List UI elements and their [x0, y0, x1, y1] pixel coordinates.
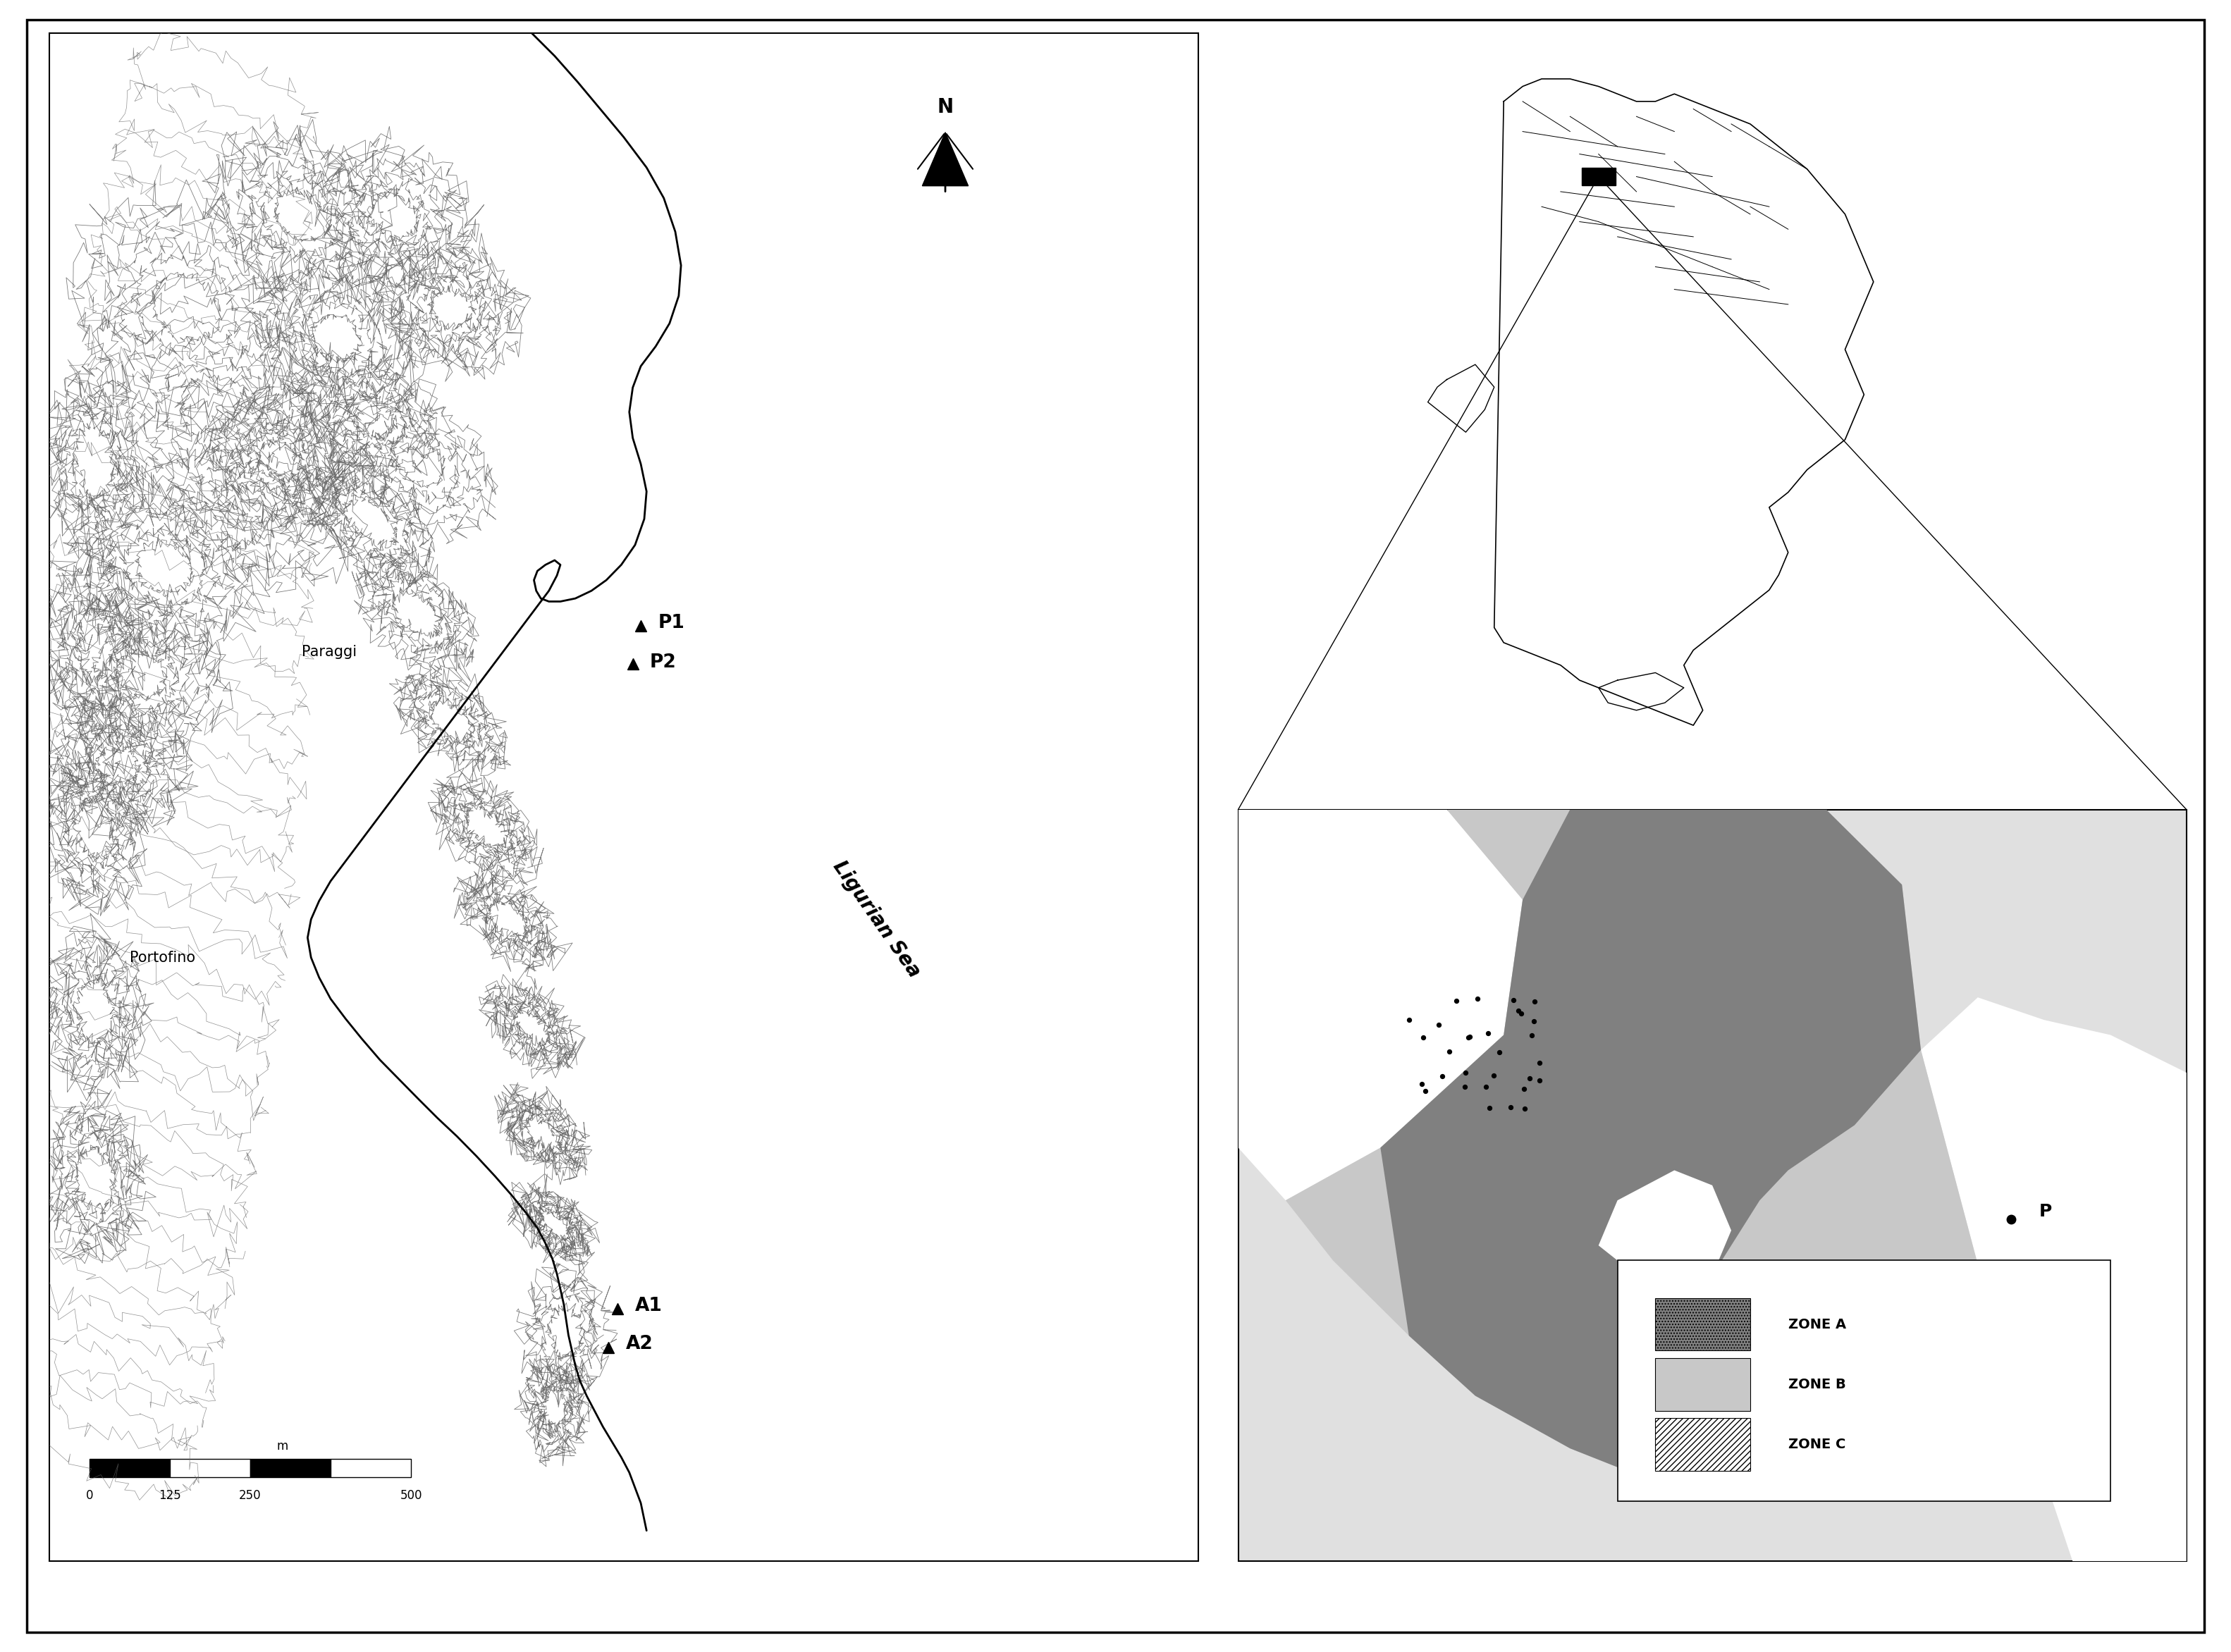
Bar	[170, 1459, 250, 1477]
Polygon shape	[921, 132, 968, 185]
Point	[1477, 1062, 1513, 1089]
Point	[1432, 1039, 1468, 1066]
Point	[1452, 1024, 1488, 1051]
Bar	[1655, 1358, 1749, 1411]
Bar	[1655, 1419, 1749, 1470]
Point	[1513, 1066, 1548, 1092]
Point	[1506, 1095, 1542, 1122]
Point	[1439, 988, 1475, 1014]
Polygon shape	[1921, 998, 2186, 1561]
Point	[1450, 1024, 1486, 1051]
Point	[1403, 1070, 1439, 1097]
Text: P2: P2	[649, 654, 676, 672]
Text: Ligurian Sea: Ligurian Sea	[828, 857, 924, 981]
Text: 125: 125	[158, 1490, 181, 1502]
Text: ZONE B: ZONE B	[1787, 1378, 1845, 1391]
Point	[1517, 1008, 1553, 1034]
Text: A1: A1	[636, 1297, 663, 1315]
Text: 250: 250	[239, 1490, 261, 1502]
Text: ZONE A: ZONE A	[1787, 1318, 1845, 1332]
Point	[1504, 1001, 1539, 1028]
Point	[1522, 1067, 1557, 1094]
Point	[1501, 998, 1537, 1024]
Text: Portofino: Portofino	[129, 950, 194, 965]
Point	[1459, 986, 1495, 1013]
Polygon shape	[1238, 809, 1522, 1201]
Text: Paraggi: Paraggi	[301, 644, 357, 659]
Text: A: A	[2077, 1353, 2090, 1371]
Text: ZONE C: ZONE C	[1787, 1437, 1845, 1452]
Text: m: m	[277, 1441, 288, 1452]
Polygon shape	[1381, 809, 1977, 1502]
Polygon shape	[1597, 1170, 1731, 1298]
Bar	[250, 1459, 330, 1477]
Point	[1423, 1062, 1459, 1089]
Point	[1493, 1094, 1528, 1120]
Point	[1408, 1077, 1443, 1104]
Text: 0: 0	[85, 1490, 94, 1502]
Text: A2: A2	[627, 1335, 654, 1353]
Text: P: P	[2039, 1203, 2053, 1221]
Point	[1470, 1021, 1506, 1047]
Bar	[1582, 167, 1615, 185]
Polygon shape	[1285, 809, 1997, 1502]
Point	[1481, 1039, 1517, 1066]
Point	[1468, 1074, 1504, 1100]
Point	[1506, 1075, 1542, 1102]
Point	[1472, 1095, 1508, 1122]
Bar	[1655, 1298, 1749, 1351]
Point	[1392, 1006, 1428, 1032]
Text: P1: P1	[658, 615, 685, 633]
Point	[1421, 1011, 1457, 1037]
Point	[1406, 1024, 1441, 1051]
Bar	[89, 1459, 170, 1477]
Text: N: N	[937, 97, 953, 117]
Text: 500: 500	[399, 1490, 422, 1502]
Point	[1517, 988, 1553, 1014]
Point	[1513, 1023, 1548, 1049]
Bar	[330, 1459, 411, 1477]
Point	[1448, 1061, 1484, 1087]
Point	[1522, 1049, 1557, 1075]
Point	[1446, 1074, 1481, 1100]
Bar	[1617, 1260, 2111, 1502]
Point	[1495, 986, 1530, 1013]
